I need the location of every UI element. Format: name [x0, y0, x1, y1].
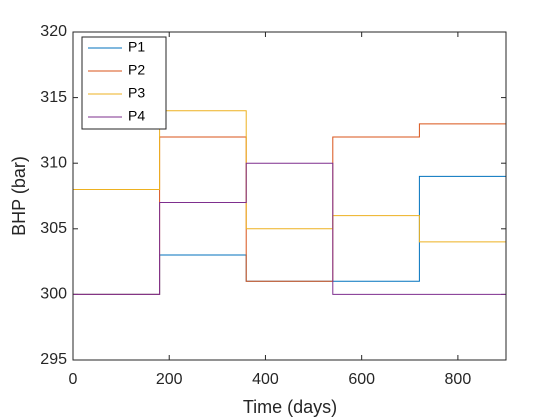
- x-tick-label: 0: [69, 371, 78, 388]
- y-axis-label: BHP (bar): [9, 156, 29, 236]
- legend-label: P3: [128, 85, 145, 101]
- y-tick-label: 310: [40, 154, 67, 171]
- plot-frame: [72, 31, 507, 361]
- legend-label: P4: [128, 108, 145, 124]
- x-tick-label: 400: [252, 371, 279, 388]
- x-axis-label: Time (days): [243, 397, 337, 417]
- legend-box: [81, 36, 167, 130]
- x-tick-label: 200: [156, 371, 183, 388]
- y-tick-label: 315: [40, 89, 67, 106]
- y-tick-label: 295: [40, 351, 67, 368]
- y-tick-label: 300: [40, 286, 67, 303]
- y-tick-label: 320: [40, 23, 67, 40]
- x-tick-label: 800: [445, 371, 472, 388]
- legend-label: P1: [128, 39, 145, 55]
- y-tick-label: 305: [40, 220, 67, 237]
- legend-label: P2: [128, 62, 145, 78]
- series-line: [73, 162, 506, 295]
- x-tick-label: 600: [348, 371, 375, 388]
- series-line: [73, 110, 506, 243]
